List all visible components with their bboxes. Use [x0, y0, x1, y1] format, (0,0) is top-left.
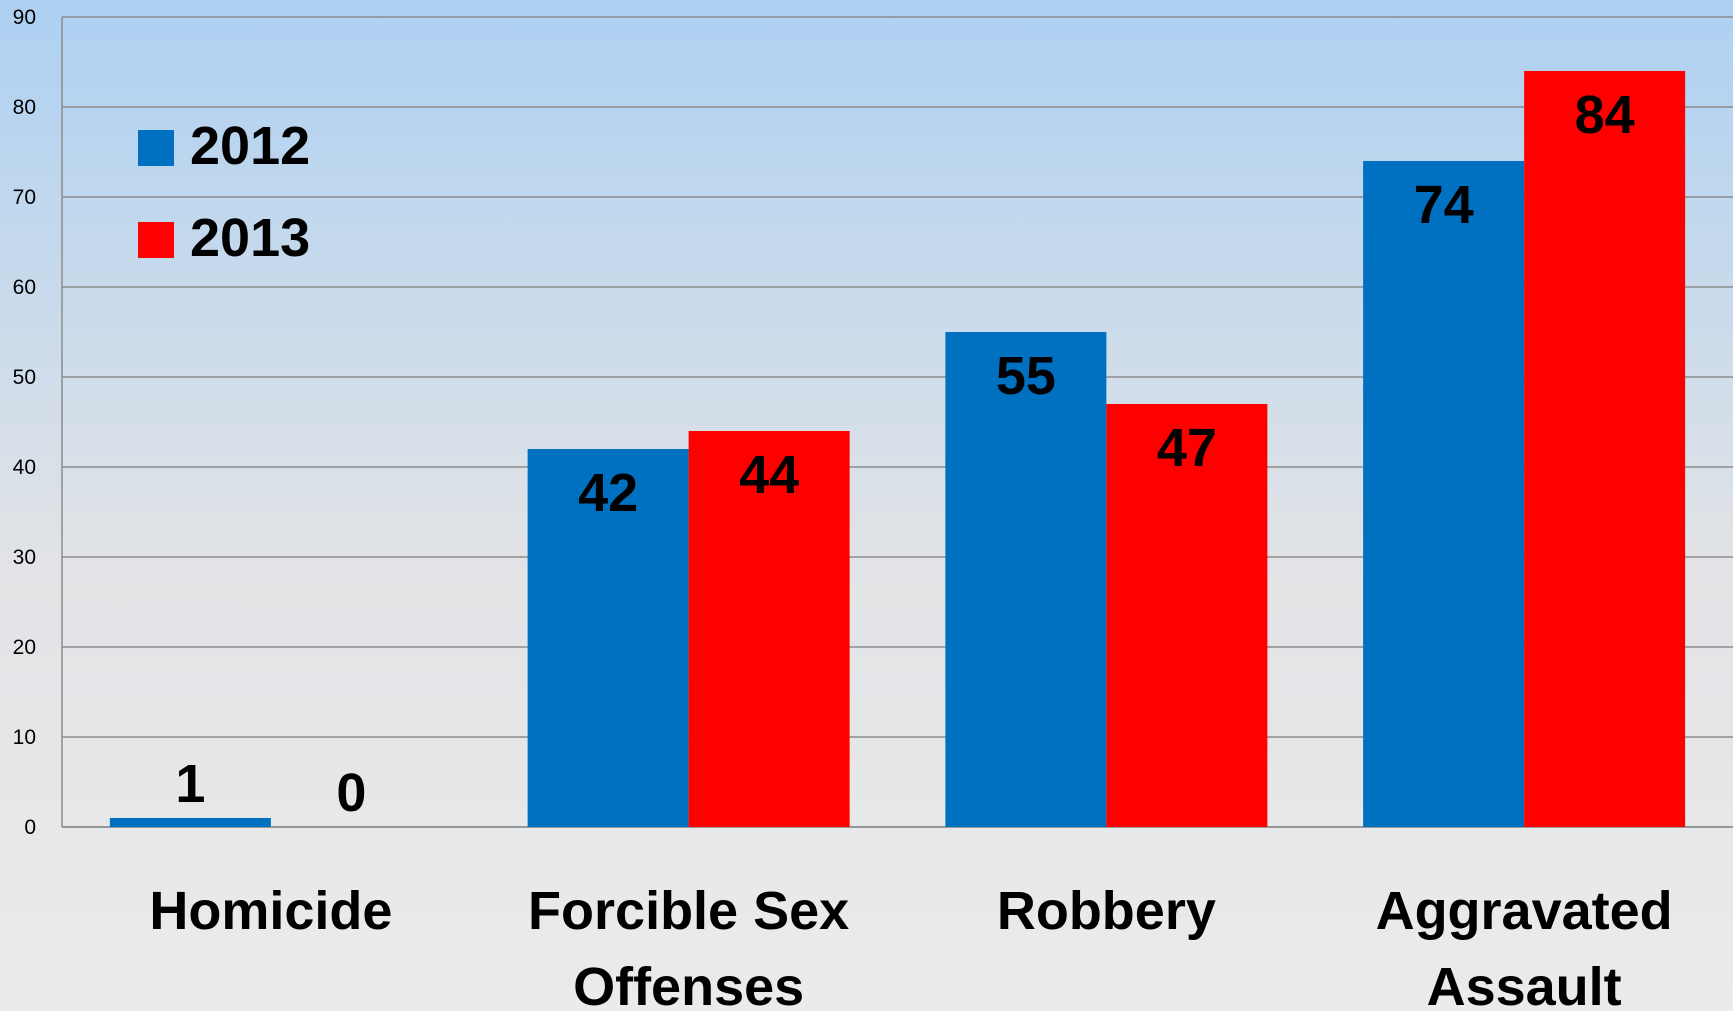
data-label: 44: [739, 445, 799, 505]
y-tick-label: 20: [13, 636, 36, 659]
x-category-label: Homicide: [149, 881, 392, 941]
data-label: 55: [996, 346, 1056, 406]
y-tick-label: 10: [13, 726, 36, 749]
bar-2012: [945, 332, 1107, 827]
bars: [109, 71, 1686, 827]
x-category-label: Aggravated Assault: [1376, 881, 1673, 1011]
bar-2013: [1106, 404, 1268, 827]
y-tick-label: 60: [13, 276, 36, 299]
y-tick-label: 90: [13, 6, 36, 29]
legend-label: 2013: [190, 208, 310, 268]
bar-2012: [527, 449, 689, 827]
data-labels: 1 0 42 44 55 47 74 84: [175, 85, 1634, 823]
data-label: 47: [1157, 418, 1217, 478]
bar-2013: [1524, 71, 1686, 827]
y-tick-label: 0: [24, 816, 36, 839]
legend-swatch-2013: [138, 222, 174, 258]
legend-label: 2012: [190, 116, 310, 176]
data-label: 0: [336, 763, 366, 823]
y-tick-label: 30: [13, 546, 36, 569]
data-label: 74: [1414, 175, 1474, 235]
category-labels: Homicide Forcible Sex Offenses Robbery Aggra…: [149, 881, 1672, 1011]
y-tick-label: 50: [13, 366, 36, 389]
bar-2013: [688, 431, 850, 827]
legend: 2012 2013: [138, 116, 310, 268]
y-tick-label: 70: [13, 186, 36, 209]
data-label: 1: [175, 754, 205, 814]
bar-2012: [1363, 161, 1525, 827]
data-label: 42: [578, 463, 638, 523]
data-label: 84: [1575, 85, 1635, 145]
x-category-label: Forcible Sex Offenses: [528, 881, 849, 1011]
bar-2012: [109, 818, 271, 827]
x-category-label: Robbery: [997, 881, 1216, 941]
y-tick-label: 80: [13, 96, 36, 119]
y-tick-label: 40: [13, 456, 36, 479]
legend-swatch-2012: [138, 130, 174, 166]
